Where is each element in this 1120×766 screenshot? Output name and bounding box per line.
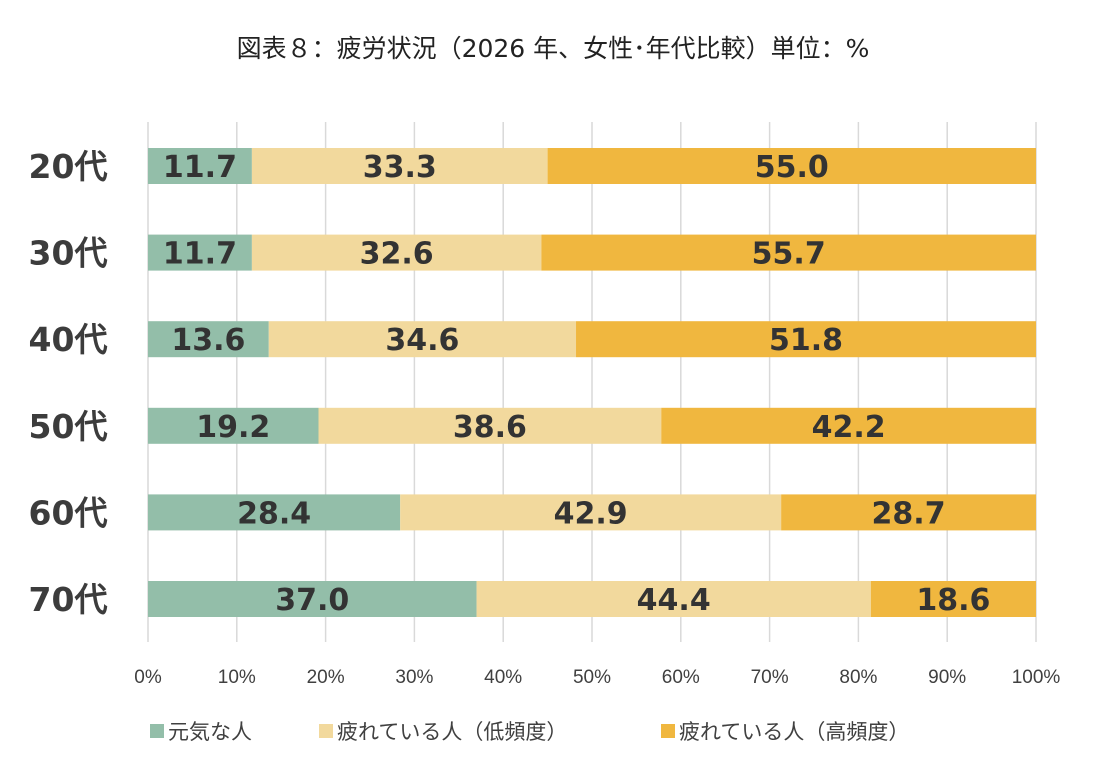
- bar-segment: [400, 494, 782, 531]
- data-label: 55.0: [755, 150, 829, 185]
- bar-segment: [148, 494, 401, 531]
- bar-segment: [541, 234, 1036, 271]
- bar-segment: [148, 234, 252, 271]
- bar-segment: [251, 234, 542, 271]
- data-label: 37.0: [275, 583, 349, 618]
- x-tick-label: 50%: [573, 667, 611, 688]
- x-tick-label: 100%: [1012, 667, 1061, 688]
- data-label: 42.2: [812, 410, 886, 445]
- category-label: 20代: [29, 147, 108, 186]
- data-label: 13.6: [171, 323, 245, 358]
- x-tick-label: 30%: [395, 667, 433, 688]
- bar-segment: [318, 407, 662, 444]
- x-tick-label: 20%: [307, 667, 345, 688]
- category-label: 50代: [29, 407, 108, 446]
- x-tick-label: 40%: [484, 667, 522, 688]
- legend-swatch: [150, 724, 164, 738]
- gridlines: [147, 122, 1037, 642]
- category-label: 30代: [29, 234, 108, 273]
- bar-segment: [870, 581, 1036, 617]
- category-labels: 20代 30代 40代 50代 60代 70代: [29, 147, 108, 619]
- legend-swatch: [319, 724, 333, 738]
- bars: [148, 148, 1036, 617]
- data-label: 19.2: [196, 410, 270, 445]
- data-label: 33.3: [363, 150, 437, 185]
- x-tick-label: 60%: [662, 667, 700, 688]
- x-tick-label: 90%: [928, 667, 966, 688]
- bar-segment: [251, 148, 548, 184]
- x-tick-label: 10%: [218, 667, 256, 688]
- x-tick-label: 80%: [839, 667, 877, 688]
- bar-segment: [268, 321, 577, 358]
- data-label: 11.7: [163, 237, 237, 272]
- data-label: 28.4: [237, 496, 311, 531]
- category-label: 70代: [29, 580, 108, 619]
- legend-label: 元気な人: [168, 720, 252, 744]
- data-label: 11.7: [163, 150, 237, 185]
- data-label: 44.4: [637, 583, 711, 618]
- legend: 元気な人 疲れている人（低頻度） 疲れている人（高頻度）: [150, 720, 909, 744]
- chart-title: 図表８：疲労状況（2026 年、女性･年代比較）単位：%: [237, 34, 870, 63]
- legend-swatch: [661, 724, 675, 738]
- legend-label: 疲れている人（高頻度）: [679, 720, 909, 744]
- bar-segment: [148, 148, 252, 184]
- data-label: 51.8: [769, 323, 843, 358]
- legend-label: 疲れている人（低頻度）: [337, 720, 567, 744]
- category-label: 60代: [29, 493, 108, 532]
- x-tick-label: 70%: [751, 667, 789, 688]
- data-label: 28.7: [872, 496, 946, 531]
- bar-segment: [148, 581, 477, 617]
- data-label: 38.6: [453, 410, 527, 445]
- x-tick-label: 0%: [134, 667, 162, 688]
- data-label: 32.6: [360, 237, 434, 272]
- bar-segment: [476, 581, 871, 617]
- data-label: 18.6: [916, 583, 990, 618]
- data-labels: 11.7 33.3 55.0 11.7 32.6 55.7 13.6 34.6 51.8 19.2…: [163, 150, 990, 618]
- data-label: 55.7: [752, 237, 826, 272]
- bar-segment: [781, 494, 1036, 531]
- bar-segment: [661, 407, 1036, 444]
- x-axis-ticks: 0% 10% 20% 30% 40% 50% 60% 70% 80% 90% 100%: [134, 667, 1060, 688]
- data-label: 42.9: [554, 496, 628, 531]
- bar-segment: [148, 407, 319, 444]
- bar-segment: [547, 148, 1036, 184]
- data-label: 34.6: [385, 323, 459, 358]
- bar-segment: [148, 321, 269, 358]
- category-label: 40代: [29, 320, 108, 359]
- bar-segment: [576, 321, 1036, 358]
